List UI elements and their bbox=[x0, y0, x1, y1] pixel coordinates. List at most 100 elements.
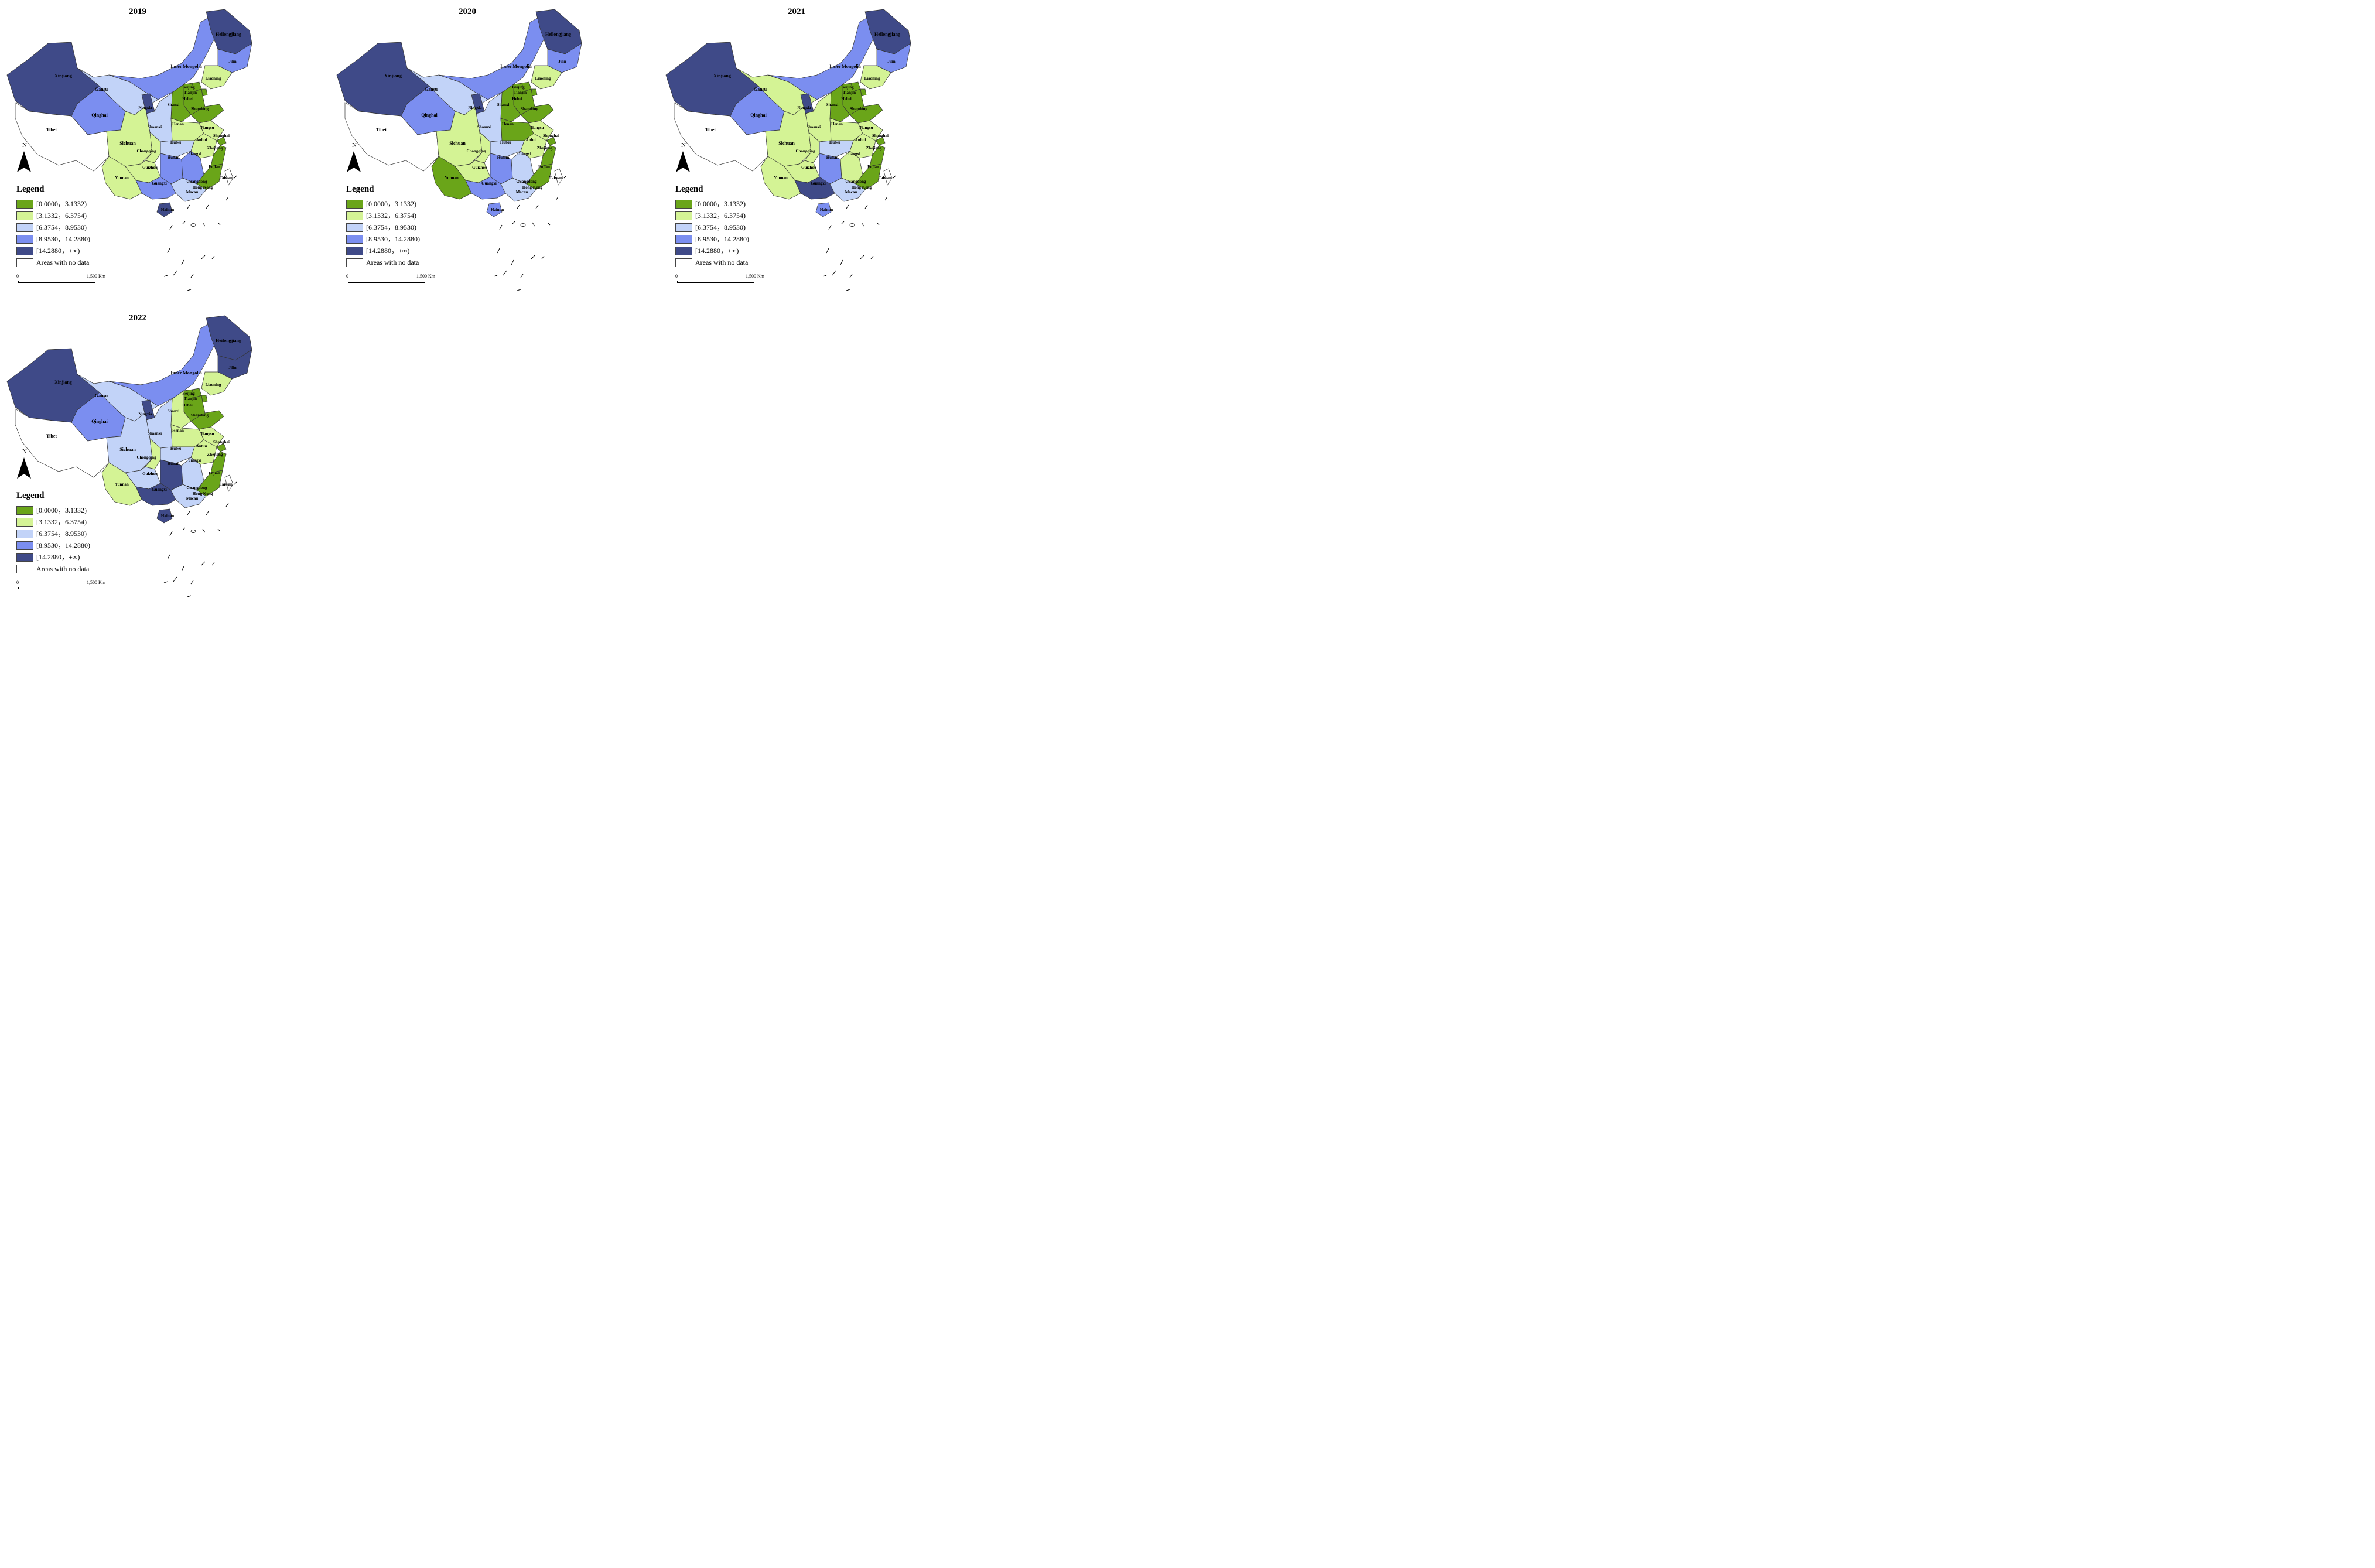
province-label: Gansu bbox=[95, 87, 108, 92]
province-label: Tibet bbox=[46, 127, 57, 132]
province-guangdong bbox=[829, 177, 866, 202]
province-label: Shanghai bbox=[543, 134, 559, 138]
island-mark bbox=[832, 270, 836, 276]
legend-swatch bbox=[346, 247, 363, 255]
province-label: Taiwan bbox=[220, 176, 233, 180]
province-jiangsu bbox=[528, 120, 554, 141]
panel-year-title: 2019 bbox=[129, 7, 146, 16]
north-label: N bbox=[22, 448, 27, 455]
province-label: Ningxia bbox=[468, 105, 482, 110]
island-mark bbox=[893, 175, 896, 179]
province-shanghai bbox=[216, 136, 227, 146]
province-hainan bbox=[486, 202, 503, 217]
province-zhejiang bbox=[210, 451, 227, 473]
island-mark bbox=[532, 222, 535, 227]
province-zhejiang bbox=[210, 145, 227, 167]
province-label: Anhui bbox=[526, 138, 537, 142]
province-label: Hong Kong bbox=[193, 185, 213, 190]
province-label: Shandong bbox=[191, 107, 209, 111]
province-label: Xinjiang bbox=[54, 380, 72, 385]
province-label: Zhejiang bbox=[866, 146, 882, 151]
island-mark bbox=[846, 204, 849, 209]
province-label: Henan bbox=[502, 122, 514, 127]
scale-end-label: 1,500 Km bbox=[87, 580, 105, 585]
island-mark bbox=[846, 289, 850, 291]
province-label: Xinjiang bbox=[384, 73, 402, 78]
island-mark bbox=[187, 289, 192, 291]
province-label: Guangdong bbox=[845, 179, 866, 184]
province-label: Fujian bbox=[209, 165, 220, 169]
province-label: Liaoning bbox=[535, 76, 551, 81]
south-sea-islands bbox=[822, 175, 896, 291]
province-zhejiang bbox=[869, 145, 886, 167]
province-liaoning bbox=[531, 65, 562, 90]
province-shanghai bbox=[546, 136, 556, 146]
island-mark bbox=[182, 527, 186, 531]
panel-year-title: 2022 bbox=[129, 313, 146, 323]
legend-label: Areas with no data bbox=[36, 258, 90, 267]
province-label: Guangxi bbox=[481, 181, 497, 186]
province-label: Heilongjiang bbox=[216, 32, 241, 37]
island-mark bbox=[849, 274, 853, 278]
island-mark bbox=[181, 259, 184, 265]
province-yunnan bbox=[101, 156, 142, 200]
legend-swatch bbox=[675, 258, 692, 267]
province-label: Hubei bbox=[170, 446, 181, 451]
province-yunnan bbox=[101, 462, 142, 506]
legend-label: [8.9530，14.2880) bbox=[695, 235, 749, 243]
province-guangdong bbox=[170, 484, 207, 508]
province-label: Inner Mongolia bbox=[170, 64, 201, 69]
legend-swatch bbox=[346, 258, 363, 267]
south-sea-islands bbox=[163, 175, 237, 291]
legend-label: [6.3754，8.9530) bbox=[36, 530, 87, 538]
north-label: N bbox=[681, 142, 686, 149]
province-label: Tianjin bbox=[184, 397, 197, 401]
province-label: Guangxi bbox=[152, 487, 167, 492]
map-panel-2020: 2020 Xinjiang Tibet Qinghai Gansu Inner Mongo… bbox=[336, 7, 605, 300]
province-label: Guizhou bbox=[801, 165, 816, 170]
legend-title: Legend bbox=[16, 185, 45, 194]
province-tibet bbox=[15, 102, 110, 172]
province-label: Hainan bbox=[820, 207, 833, 212]
island-mark bbox=[849, 223, 855, 227]
province-label: Shanxi bbox=[497, 103, 510, 107]
panel-year-title: 2021 bbox=[788, 7, 805, 16]
province-label: Ningxia bbox=[797, 105, 811, 110]
island-mark bbox=[861, 222, 864, 227]
province-label: Shaanxi bbox=[807, 125, 821, 129]
island-mark bbox=[206, 511, 209, 515]
legend-swatch bbox=[16, 235, 33, 244]
island-mark bbox=[190, 274, 194, 278]
island-mark bbox=[234, 175, 237, 179]
province-label: Hunan bbox=[168, 155, 180, 160]
province-label: Gansu bbox=[754, 87, 767, 92]
province-label: Ningxia bbox=[138, 412, 152, 416]
legend-swatch bbox=[16, 223, 33, 232]
province-tibet bbox=[674, 102, 768, 172]
scale-zero-label: 0 bbox=[346, 274, 348, 279]
province-label: Shaanxi bbox=[148, 431, 162, 436]
province-label: Tianjin bbox=[514, 90, 527, 95]
province-label: Shandong bbox=[521, 107, 538, 111]
legend-swatch bbox=[16, 200, 33, 209]
island-mark bbox=[493, 275, 498, 277]
province-jiangsu bbox=[199, 426, 224, 447]
legend-swatch bbox=[346, 235, 363, 244]
legend-label: [0.0000，3.1332) bbox=[36, 506, 87, 514]
south-sea-islands bbox=[493, 175, 567, 291]
island-mark bbox=[169, 531, 173, 537]
province-label: Inner Mongolia bbox=[170, 370, 201, 375]
legend-swatch bbox=[16, 258, 33, 267]
island-mark bbox=[187, 204, 190, 209]
province-label: Zhejiang bbox=[207, 146, 223, 151]
legend-label: [0.0000，3.1332) bbox=[36, 200, 87, 208]
island-mark bbox=[828, 224, 832, 230]
legend-label: Areas with no data bbox=[366, 258, 419, 267]
legend-swatch bbox=[675, 235, 692, 244]
province-label: Guizhou bbox=[472, 165, 487, 170]
island-mark bbox=[187, 511, 190, 515]
province-label: Jilin bbox=[558, 59, 566, 64]
legend-swatch bbox=[346, 211, 363, 220]
province-label: Heilongjiang bbox=[216, 338, 241, 343]
province-label: Gansu bbox=[425, 87, 438, 92]
